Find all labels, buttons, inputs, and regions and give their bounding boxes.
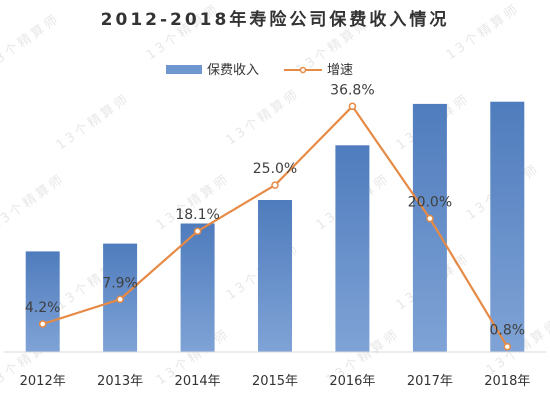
x-tick-label: 2014年 (175, 374, 221, 389)
legend-line-marker (299, 66, 307, 74)
bar-series (25, 101, 525, 353)
legend-bar-label: 保费收入 (207, 63, 259, 78)
line-series (38, 102, 512, 351)
watermark-text: 13个精算师 (54, 91, 133, 153)
legend-bar-swatch (166, 65, 202, 74)
chart-title: 2012-2018年寿险公司保费收入情况 (101, 9, 450, 30)
line-point (193, 227, 202, 235)
data-label: 0.8% (490, 323, 526, 339)
bar (335, 145, 370, 352)
bar (412, 103, 447, 353)
x-tick-label: 2016年 (329, 374, 375, 389)
watermark-text: 13个精算师 (0, 171, 68, 233)
x-axis-ticks: 2012年 2013年 2014年 2015年 2016年 2017年 2018年 (20, 374, 531, 389)
data-label: 36.8% (330, 82, 374, 98)
bar (490, 101, 525, 352)
watermark-text: 13个精算师 (444, 1, 523, 63)
line-point (271, 181, 279, 189)
line-point (426, 214, 434, 223)
data-labels: 4.2% 7.9% 18.1% 25.0% 36.8% 20.0% 0.8% (25, 82, 525, 338)
line-point (503, 342, 512, 351)
bar (258, 200, 292, 352)
line-point (116, 295, 124, 304)
watermark-text: 13个精算师 (224, 86, 303, 148)
x-tick-label: 2013年 (97, 374, 143, 389)
legend-line-label: 增速 (327, 63, 353, 78)
data-label: 25.0% (253, 161, 297, 177)
line-point (348, 102, 357, 111)
x-tick-label: 2018年 (484, 374, 530, 389)
data-label: 4.2% (25, 300, 61, 316)
x-tick-label: 2017年 (407, 374, 453, 389)
x-tick-label: 2012年 (20, 374, 66, 389)
bar (25, 251, 60, 352)
x-tick-label: 2015年 (252, 374, 298, 389)
data-label: 20.0% (408, 195, 452, 211)
line-point (38, 320, 47, 328)
watermark-text: 13个精算师 (0, 11, 63, 73)
legend: 保费收入 增速 (166, 63, 353, 78)
bar (180, 223, 215, 352)
data-label: 18.1% (175, 207, 219, 223)
data-label: 7.9% (102, 275, 138, 291)
